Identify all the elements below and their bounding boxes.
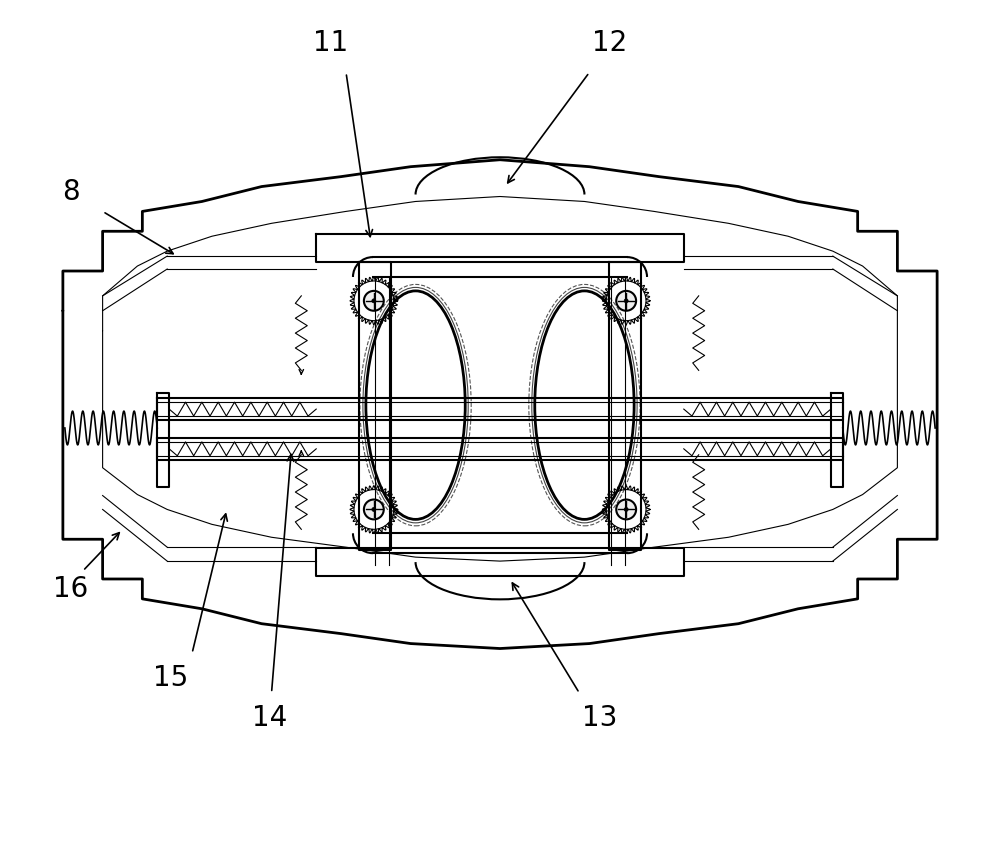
Text: 14: 14 xyxy=(252,704,287,732)
Circle shape xyxy=(372,299,376,303)
Text: 11: 11 xyxy=(313,29,349,56)
Text: 8: 8 xyxy=(62,178,80,206)
Text: 16: 16 xyxy=(53,575,88,603)
Circle shape xyxy=(624,507,628,512)
Circle shape xyxy=(364,291,384,311)
Circle shape xyxy=(372,507,376,512)
Text: 13: 13 xyxy=(582,704,617,732)
Circle shape xyxy=(616,291,636,311)
Circle shape xyxy=(364,500,384,519)
Circle shape xyxy=(624,299,628,303)
Text: 12: 12 xyxy=(592,29,627,56)
Text: 15: 15 xyxy=(153,665,188,693)
Circle shape xyxy=(616,500,636,519)
